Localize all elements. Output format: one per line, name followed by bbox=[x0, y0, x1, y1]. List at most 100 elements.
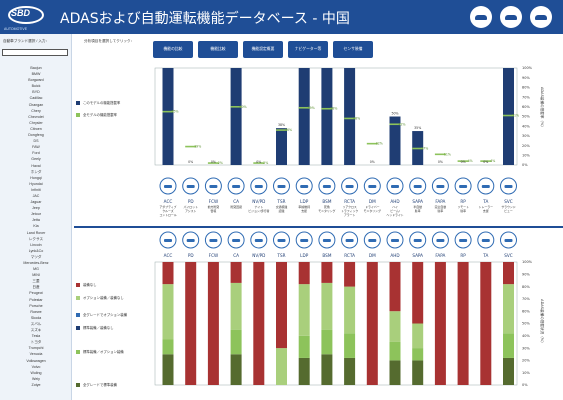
sidebar-brand-item[interactable]: マツダ bbox=[30, 254, 42, 259]
sidebar-brand-item[interactable]: Mercedes-Benz bbox=[23, 261, 49, 265]
sidebar-brand-item[interactable]: Dongfeng bbox=[28, 133, 44, 138]
car-side-icon[interactable] bbox=[500, 6, 522, 28]
sidebar-brand-item[interactable]: Chrysler bbox=[29, 120, 43, 125]
sidebar-brand-item[interactable]: BMW bbox=[31, 72, 41, 77]
feature-icon-car bbox=[209, 185, 218, 188]
sidebar-brand-item[interactable]: Buick bbox=[31, 84, 41, 89]
sidebar-brand-item[interactable]: Borgward bbox=[28, 78, 44, 83]
sidebar-brand-item[interactable]: Venucia bbox=[29, 352, 43, 357]
brand-sidebar: 自動車ブランド選択 / 入力： Baojun BMW Borgward Buick BY… bbox=[0, 34, 72, 400]
sidebar-brand-item[interactable]: Jaguar bbox=[30, 200, 42, 205]
stacked-bar-segment bbox=[344, 286, 356, 334]
sidebar-brand-item[interactable]: BYD bbox=[32, 90, 40, 95]
sidebar-brand-item[interactable]: Peugeot bbox=[29, 291, 43, 296]
sidebar-brand-item[interactable]: Baojun bbox=[30, 66, 42, 70]
sidebar-brand-item[interactable]: Wuling bbox=[30, 370, 42, 375]
sidebar-brand-item[interactable]: Weiy bbox=[32, 376, 40, 381]
stacked-bar-segment bbox=[366, 262, 378, 385]
feature-icon-car bbox=[322, 239, 331, 242]
brand-list: Baojun BMW Borgward Buick BYD Cadillac Changan… bbox=[0, 65, 72, 388]
sidebar-brand-item[interactable]: Hongqi bbox=[30, 175, 42, 180]
legend-swatch-green bbox=[76, 350, 80, 355]
tab-feature-compare[interactable]: 機能比較 bbox=[198, 41, 238, 58]
tab-sensor[interactable]: センサ装備 bbox=[333, 41, 373, 58]
y-tick-label: 40% bbox=[522, 124, 530, 128]
sidebar-brand-item[interactable]: Roewe bbox=[30, 309, 42, 314]
sidebar-brand-item[interactable]: MG bbox=[33, 267, 39, 272]
sidebar-brand-item[interactable]: 日産 bbox=[32, 285, 40, 290]
feature-icon-car bbox=[300, 185, 309, 188]
sidebar-brand-item[interactable]: Hyundai bbox=[29, 181, 43, 186]
feature-icon-car bbox=[254, 239, 263, 242]
sidebar-brand-item[interactable]: スバル bbox=[30, 321, 42, 326]
sidebar-brand-item[interactable]: Skoda bbox=[30, 315, 42, 320]
sidebar-brand-item[interactable]: Infiniti bbox=[31, 187, 41, 192]
stacked-bar-segment bbox=[503, 333, 514, 358]
sidebar-brand-item[interactable]: Polestar bbox=[29, 297, 43, 302]
stacked-bar-segment bbox=[412, 323, 424, 349]
category-description: 衝突回避 bbox=[230, 204, 242, 209]
sidebar-brand-item[interactable]: スズキ bbox=[30, 328, 42, 333]
feature-icon-car bbox=[413, 239, 422, 242]
stacked-bar-segment bbox=[276, 262, 287, 349]
category-description: アダプティブ bbox=[159, 204, 176, 209]
sidebar-brand-item[interactable]: Trumpchi bbox=[28, 346, 44, 351]
sidebar-brand-item[interactable]: Volvo bbox=[31, 364, 41, 369]
stacked-bar-segment bbox=[344, 333, 356, 358]
bar-all-models-marker bbox=[207, 162, 219, 164]
category-description: パイロット bbox=[183, 204, 198, 209]
stacked-bar-segment bbox=[503, 284, 514, 334]
sidebar-brand-item[interactable]: Cadillac bbox=[29, 96, 43, 101]
sidebar-brand-item[interactable]: Geely bbox=[31, 157, 41, 162]
legend-swatch-lightgreen bbox=[76, 296, 80, 301]
sidebar-brand-item[interactable]: Volkswagen bbox=[26, 358, 46, 363]
legend-std-option: 標準装備／オプション装備 bbox=[76, 350, 156, 355]
sidebar-brand-item[interactable]: Kia bbox=[33, 224, 39, 229]
green-data-label: 42% bbox=[398, 122, 405, 126]
tab-feature-comparison[interactable]: 機能の比較 bbox=[153, 41, 193, 58]
sidebar-brand-item[interactable]: Lincoln bbox=[30, 242, 42, 247]
car-icon[interactable] bbox=[470, 6, 492, 28]
sidebar-brand-item[interactable]: Jetta bbox=[32, 218, 40, 223]
feature-icon-car bbox=[459, 239, 468, 242]
sidebar-brand-item[interactable]: Ford bbox=[32, 151, 40, 156]
category-description: ドライバー bbox=[365, 204, 380, 209]
sidebar-brand-item[interactable]: JAC bbox=[32, 193, 40, 198]
sidebar-brand-item[interactable]: ホンダ bbox=[30, 169, 42, 174]
bar-all-models-marker bbox=[185, 145, 197, 148]
sidebar-brand-item[interactable]: Chery bbox=[31, 108, 41, 113]
sidebar-brand-item[interactable]: Jeep bbox=[32, 206, 40, 211]
bar-all-models-marker bbox=[321, 107, 333, 110]
green-data-label: 58% bbox=[330, 107, 337, 111]
sidebar-brand-item[interactable]: Lynk&Co bbox=[28, 248, 44, 253]
feature-icon-car bbox=[436, 185, 445, 188]
sidebar-brand-item[interactable]: Porsche bbox=[29, 303, 43, 308]
stacked-bar-segment bbox=[389, 311, 401, 342]
car-front-icon[interactable] bbox=[530, 6, 552, 28]
sidebar-brand-item[interactable]: Zotye bbox=[31, 382, 41, 387]
sidebar-brand-item[interactable]: Jetour bbox=[31, 212, 41, 217]
category-description: 前方衝突 bbox=[208, 204, 220, 209]
stacked-bar-segment bbox=[389, 341, 401, 361]
sidebar-brand-item[interactable]: FAW bbox=[32, 145, 40, 150]
sidebar-brand-item[interactable]: トヨタ bbox=[30, 340, 42, 345]
sidebar-brand-item[interactable]: Changan bbox=[28, 102, 44, 107]
tab-navigator[interactable]: ナビゲーター等 bbox=[288, 41, 328, 58]
feature-icon-car bbox=[300, 239, 309, 242]
sidebar-brand-item[interactable]: Land Rover bbox=[26, 230, 46, 235]
sidebar-brand-item[interactable]: DS bbox=[33, 139, 39, 144]
sidebar-brand-item[interactable]: MINI bbox=[32, 273, 40, 278]
tab-feature-setup[interactable]: 機能設定概要 bbox=[243, 41, 283, 58]
sidebar-brand-item[interactable]: Citroen bbox=[30, 126, 42, 131]
stacked-bar-segment bbox=[162, 354, 174, 385]
sidebar-brand-item[interactable]: Chevrolet bbox=[28, 114, 44, 119]
category-label: TA bbox=[482, 199, 488, 204]
y-tick-label: 0% bbox=[522, 163, 528, 167]
green-data-label: 2% bbox=[263, 161, 268, 165]
sidebar-brand-item[interactable]: Tesla bbox=[31, 334, 41, 339]
bar-all-models-marker bbox=[230, 106, 242, 108]
sidebar-brand-item[interactable]: Haval bbox=[31, 163, 41, 168]
sidebar-brand-item[interactable]: 三菱 bbox=[32, 279, 40, 284]
sidebar-brand-item[interactable]: レクサス bbox=[28, 236, 44, 241]
brand-search-input[interactable] bbox=[2, 49, 68, 56]
